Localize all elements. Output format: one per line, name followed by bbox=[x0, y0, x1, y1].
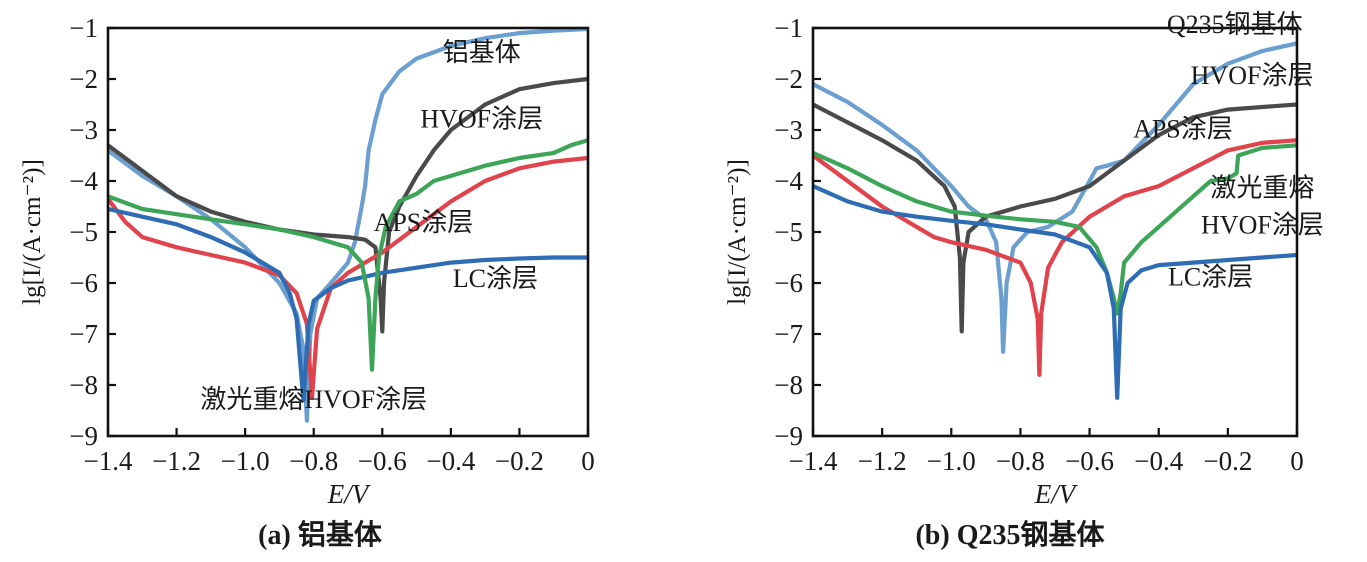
series-line-3 bbox=[108, 206, 588, 403]
y-tick-label: −1 bbox=[774, 13, 803, 43]
x-tick-label: 0 bbox=[1290, 446, 1304, 476]
y-tick-label: −7 bbox=[774, 319, 803, 349]
y-tick-label: −4 bbox=[774, 166, 803, 196]
x-tick-label: −0.2 bbox=[1203, 446, 1252, 476]
panel-b: −1.4 −1.2 −1.0 −0.8 −0.6 −0.4 −0.2 0 −1 −2 −3 −4 −5 −… bbox=[724, 10, 1324, 551]
x-tick-label: −1.4 bbox=[84, 446, 133, 476]
y-tick-label: −2 bbox=[774, 64, 803, 94]
x-tick-label: −0.8 bbox=[996, 446, 1045, 476]
series-line-2 bbox=[813, 138, 1297, 377]
series-line-2 bbox=[108, 155, 588, 400]
series-label-0: Q235钢基体 bbox=[1167, 10, 1303, 39]
y-axis-label: lg[I/(A·cm⁻²)] bbox=[724, 159, 751, 305]
series-label-1: HVOF涂层 bbox=[420, 104, 543, 133]
series-line-0 bbox=[813, 41, 1297, 354]
extra-label-0: HVOF涂层 bbox=[1201, 211, 1324, 240]
x-tick-label: 0 bbox=[581, 446, 595, 476]
x-tick-label: −1.4 bbox=[789, 446, 838, 476]
x-axis-label: E/V bbox=[1034, 479, 1079, 509]
y-tick-label: −6 bbox=[774, 268, 803, 298]
x-tick-label: −0.4 bbox=[1134, 446, 1183, 476]
y-tick-label: −3 bbox=[774, 115, 803, 145]
series-group bbox=[108, 28, 588, 423]
y-tick-label: −6 bbox=[69, 268, 98, 298]
y-tick-label: −9 bbox=[69, 421, 98, 451]
y-tick-label: −7 bbox=[69, 319, 98, 349]
x-tick-label: −0.8 bbox=[289, 446, 338, 476]
x-tick-label: −1.2 bbox=[858, 446, 907, 476]
x-tick-label: −0.4 bbox=[426, 446, 475, 476]
y-tick-label: −8 bbox=[69, 370, 98, 400]
panel-a: −1.4 −1.2 −1.0 −0.8 −0.6 −0.4 −0.2 0 −1 −2 −3 −4 −5 −… bbox=[19, 13, 595, 551]
y-tick-label: −3 bbox=[69, 115, 98, 145]
series-label-3: LC涂层 bbox=[453, 264, 538, 293]
y-axis-label: lg[I/(A·cm⁻²)] bbox=[19, 159, 46, 305]
x-tick-label: −1.2 bbox=[152, 446, 201, 476]
series-line-4 bbox=[813, 184, 1297, 400]
x-tick-label: −1.0 bbox=[221, 446, 270, 476]
y-tick-label: −5 bbox=[69, 217, 98, 247]
panel-caption: (b) Q235钢基体 bbox=[915, 519, 1105, 551]
y-tick-label: −4 bbox=[69, 166, 98, 196]
x-tick-label: −0.2 bbox=[495, 446, 544, 476]
y-tick-label: −2 bbox=[69, 64, 98, 94]
series-line-4 bbox=[108, 138, 588, 372]
panel-caption: (a) 铝基体 bbox=[258, 519, 383, 551]
y-tick-label: −1 bbox=[69, 13, 98, 43]
series-label-1: HVOF涂层 bbox=[1191, 61, 1314, 90]
series-label-4: 激光重熔HVOF涂层 bbox=[200, 385, 427, 414]
series-line-3 bbox=[813, 143, 1297, 316]
series-group bbox=[813, 41, 1297, 400]
y-tick-label: −8 bbox=[774, 370, 803, 400]
x-tick-label: −0.6 bbox=[1065, 446, 1114, 476]
series-label-4: LC涂层 bbox=[1168, 263, 1253, 292]
x-axis-label: E/V bbox=[327, 479, 372, 509]
series-label-2: APS涂层 bbox=[374, 208, 474, 237]
series-label-2: APS涂层 bbox=[1133, 115, 1233, 144]
y-tick-label: −9 bbox=[774, 421, 803, 451]
series-label-3: 激光重熔 bbox=[1210, 173, 1314, 202]
series-line-1 bbox=[108, 76, 588, 334]
series-label-0: 铝基体 bbox=[443, 38, 521, 67]
y-tick-label: −5 bbox=[774, 217, 803, 247]
x-tick-label: −0.6 bbox=[358, 446, 407, 476]
x-tick-label: −1.0 bbox=[927, 446, 976, 476]
